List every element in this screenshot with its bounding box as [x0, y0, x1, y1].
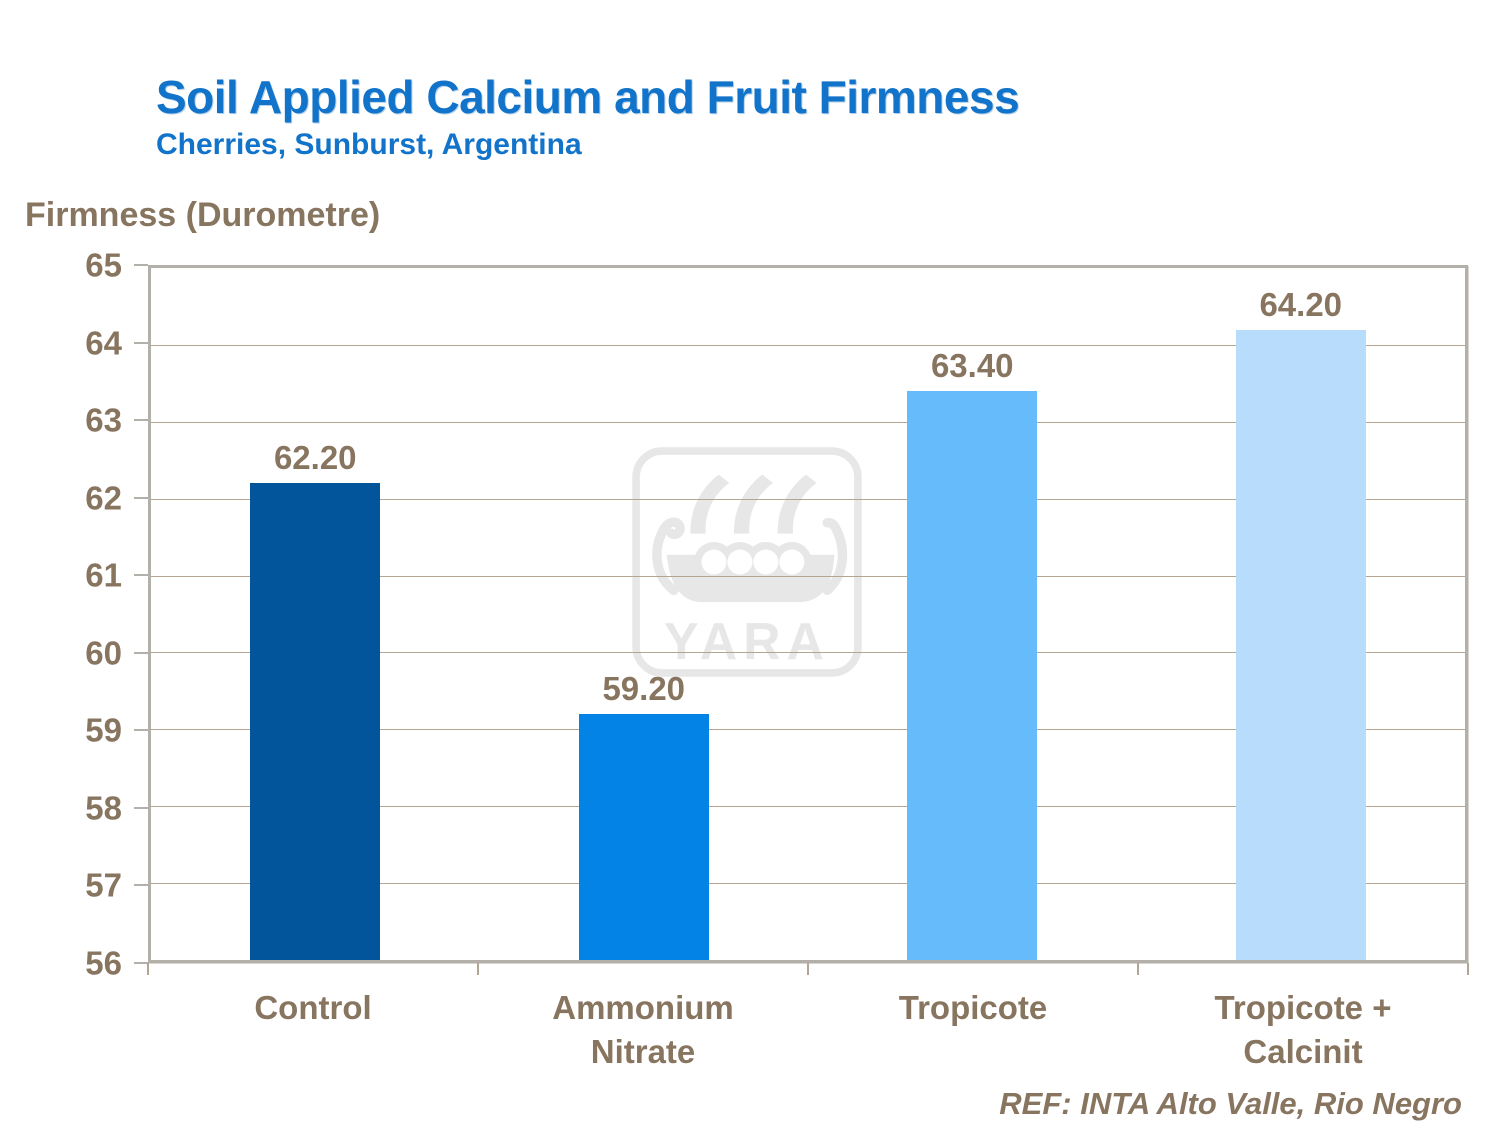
bar-group-tropicote-calcinit: 64.20 — [1137, 268, 1466, 960]
y-tick-mark — [134, 341, 148, 344]
y-tick-label: 61 — [85, 556, 122, 594]
gridline — [151, 575, 1465, 577]
y-tick-label: 65 — [85, 246, 122, 284]
gridlines — [151, 268, 1465, 960]
bar-value-label: 59.20 — [602, 669, 686, 707]
y-tick-label: 63 — [85, 401, 122, 439]
bar-group-tropicote: 63.40 — [808, 268, 1137, 960]
bar-tropicote-calcinit — [1235, 329, 1366, 960]
y-tick-mark — [134, 419, 148, 422]
x-axis-labels: Control Ammonium Nitrate Tropicote Tropi… — [148, 986, 1468, 1073]
y-axis: 65 64 63 62 61 60 59 58 57 56 — [0, 249, 148, 980]
gridline — [151, 652, 1465, 654]
category-label-tropicote-calcinit: Tropicote + Calcinit — [1214, 989, 1392, 1070]
gridline — [151, 421, 1465, 423]
y-tick-mark — [134, 496, 148, 499]
slide-subtitle: Cherries, Sunburst, Argentina — [156, 128, 582, 161]
y-tick-label: 60 — [85, 634, 122, 672]
y-tick-label: 64 — [85, 324, 122, 362]
y-tick-mark — [134, 264, 148, 266]
bar-value-label: 64.20 — [1259, 285, 1343, 323]
x-tick-mark — [1467, 963, 1469, 975]
y-tick-mark — [134, 884, 148, 887]
bar-ammonium-nitrate — [578, 713, 709, 960]
y-tick-mark — [134, 651, 148, 654]
y-tick-label: 59 — [85, 711, 122, 749]
x-tick-mark — [1137, 963, 1139, 975]
category-label-ammonium-nitrate: Ammonium Nitrate — [552, 989, 734, 1070]
x-axis-ticks — [147, 963, 1469, 975]
y-tick-mark — [134, 962, 148, 964]
gridline — [151, 498, 1465, 500]
bar-value-label: 63.40 — [930, 347, 1014, 385]
y-tick-label: 56 — [85, 944, 122, 982]
watermark-frame — [632, 447, 862, 677]
watermark-brand-text: YARA — [664, 613, 830, 671]
y-tick-label: 62 — [85, 479, 122, 517]
bar-control — [250, 483, 381, 960]
x-tick-mark — [147, 963, 149, 975]
bar-series: 62.20 59.20 63.40 64.20 — [151, 268, 1465, 960]
gridline — [151, 883, 1465, 885]
bar-tropicote — [907, 391, 1038, 960]
x-tick-mark — [477, 963, 479, 975]
bar-value-label: 62.20 — [273, 439, 357, 477]
bar-group-ammonium-nitrate: 59.20 — [480, 268, 809, 960]
y-tick-label: 58 — [85, 789, 122, 827]
category-label-control: Control — [254, 989, 372, 1026]
x-tick-mark — [807, 963, 809, 975]
y-tick-label: 57 — [85, 866, 122, 904]
y-tick-mark — [134, 806, 148, 809]
gridline — [151, 806, 1465, 808]
y-tick-mark — [134, 729, 148, 732]
bar-group-control: 62.20 — [151, 268, 480, 960]
y-axis-title: Firmness (Durometre) — [25, 196, 381, 234]
category-label-tropicote: Tropicote — [898, 989, 1048, 1026]
y-tick-mark — [134, 574, 148, 577]
gridline — [151, 729, 1465, 731]
plot-area: YARA 62.20 59.20 63.40 64.20 — [148, 265, 1468, 963]
slide-title: Soil Applied Calcium and Fruit Firmness — [156, 71, 1020, 123]
reference-text: REF: INTA Alto Valle, Rio Negro — [999, 1086, 1462, 1121]
gridline — [151, 344, 1465, 346]
